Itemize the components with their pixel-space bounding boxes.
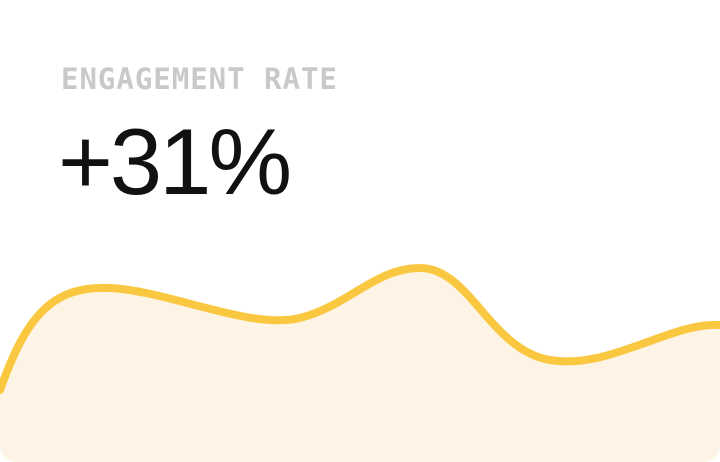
metric-label: ENGAGEMENT RATE [61,62,338,96]
metric-value: +31% [58,109,292,214]
sparkline-area [0,268,720,462]
sparkline-line [0,263,720,394]
